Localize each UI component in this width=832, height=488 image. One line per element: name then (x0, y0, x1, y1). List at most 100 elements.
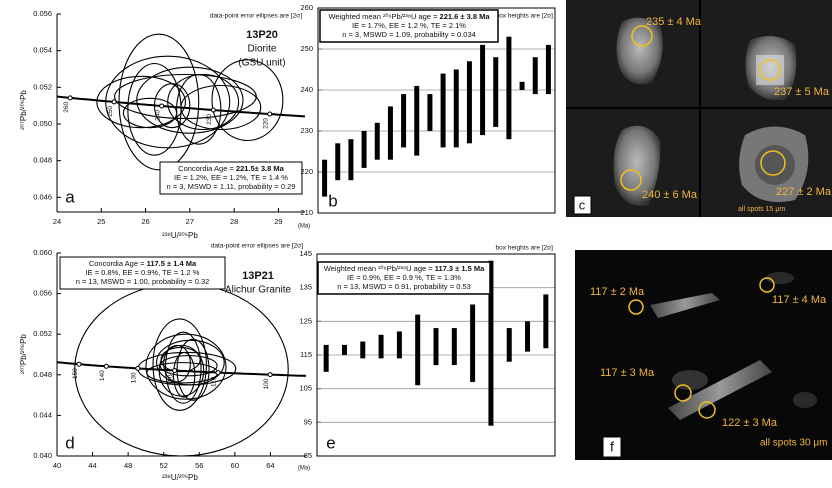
x-tick-label: 44 (88, 461, 96, 470)
age-box (324, 345, 329, 372)
stats-line: n = 3, MSWD = 1.09, probability = 0.034 (342, 30, 476, 39)
x-tick-label: 64 (266, 461, 274, 470)
y-tick-label: 0.056 (33, 9, 52, 18)
stats-line: n = 13, MSWD = 1.00, probability = 0.32 (76, 277, 210, 286)
concordia-age-tick (216, 371, 220, 375)
age-box (379, 335, 384, 359)
panel-letter: f (610, 439, 614, 455)
stats-line: n = 13, MSWD = 0.91, probability = 0.53 (337, 282, 471, 291)
x-tick-label: 40 (53, 461, 61, 470)
stats-line: IE = 0.9%, EE = 0.9 %, TE = 1.3% (347, 273, 461, 282)
sample-title: 13P21 (242, 270, 274, 282)
age-box (415, 315, 420, 386)
age-box (414, 86, 419, 156)
age-box (470, 305, 475, 382)
concordia-age-label: 150 (72, 368, 79, 379)
stats-line: IE = 1.2%, EE = 1.2%, TE = 1.4 % (174, 173, 288, 182)
y-tick-label: 240 (300, 85, 313, 94)
age-label: 240 ± 6 Ma (642, 189, 698, 201)
x-tick-label: 27 (186, 217, 194, 226)
y-tick-label: 0.052 (33, 329, 52, 338)
age-box (427, 94, 432, 131)
x-tick-label: 60 (231, 461, 239, 470)
stats-line: Concordia Age = 221.5± 3.8 Ma (178, 164, 284, 173)
error-ellipse (119, 34, 199, 170)
error-note: box heights are [2σ] (496, 245, 554, 252)
age-label: 227 ± 2 Ma (776, 186, 832, 198)
sample-title: (GSU unit) (238, 58, 285, 69)
age-box (388, 106, 393, 159)
y-tick-label: 125 (299, 316, 312, 325)
x-axis-label: ²³⁸U/²⁰⁶Pb (162, 473, 198, 482)
age-box (362, 131, 367, 168)
unit-label: (Ma) (298, 466, 310, 472)
y-tick-label: 0.056 (33, 289, 52, 298)
y-tick-label: 135 (299, 283, 312, 292)
stats-line: n = 3, MSWD = 1.11, probability = 0.29 (167, 182, 296, 191)
age-label: 122 ± 3 Ma (722, 417, 778, 429)
age-label: 117 ± 4 Ma (772, 294, 827, 306)
concordia-age-tick (136, 366, 140, 370)
stats-label: Concordia Age = (178, 164, 236, 173)
age-label: 117 ± 2 Ma (590, 286, 645, 298)
x-tick-label: 48 (124, 461, 132, 470)
y-axis-label: ²⁰⁷Pb/²⁰⁶Pb (19, 90, 28, 130)
concordia-age-label: 220 (262, 118, 269, 129)
age-box (546, 45, 551, 94)
concordia-age-label: 100 (263, 378, 270, 389)
y-tick-label: 210 (300, 208, 313, 217)
y-tick-label: 85 (304, 451, 312, 460)
concordia-age-tick (68, 96, 72, 100)
y-tick-label: 220 (300, 167, 313, 176)
y-tick-label: 0.040 (33, 451, 52, 460)
stats-label: Weighted mean ²⁰⁶Pb/²³⁸U age = (324, 264, 435, 273)
age-box (335, 143, 340, 180)
concordia-age-tick (268, 373, 272, 377)
panel-letter: e (326, 433, 335, 452)
age-box (348, 139, 353, 180)
age-box (322, 160, 327, 197)
concordia-age-tick (268, 112, 272, 116)
panel-letter: d (65, 433, 74, 452)
age-box (507, 328, 512, 362)
age-box (401, 94, 406, 147)
y-tick-label: 0.048 (33, 156, 52, 165)
panel-letter: c (579, 197, 586, 212)
x-tick-label: 25 (97, 217, 105, 226)
age-box (543, 294, 548, 348)
panel-letter: a (65, 187, 75, 206)
stats-value: 221.5± 3.8 Ma (236, 164, 285, 173)
age-box (506, 37, 511, 140)
stats-label: Weighted mean ²⁰⁶Pb/²³⁸U age = (328, 12, 439, 21)
concordia-age-label: 250 (107, 106, 114, 117)
y-tick-label: 250 (300, 44, 313, 53)
concordia-age-label: 140 (99, 370, 106, 381)
error-note: data-point error ellipses are [2σ] (210, 13, 302, 20)
concordia-age-tick (112, 100, 116, 104)
age-box (525, 321, 530, 351)
panel-letter: b (328, 191, 337, 210)
spot-note: all spots 15 μm (738, 206, 785, 213)
age-box (434, 328, 439, 365)
concordia-age-tick (173, 369, 177, 373)
error-note: data-point error ellipses are [2σ] (211, 243, 303, 250)
concordia-age-tick (211, 108, 215, 112)
x-tick-label: 29 (274, 217, 282, 226)
age-box (375, 123, 380, 160)
concordia-age-label: 130 (131, 372, 138, 383)
concordia-age-tick (160, 104, 164, 108)
error-ellipse (75, 283, 288, 456)
y-tick-label: 260 (300, 3, 313, 12)
y-tick-label: 0.046 (33, 192, 52, 201)
stats-value: 117.3 ± 1.5 Ma (435, 264, 485, 273)
error-ellipse (212, 60, 283, 141)
stats-line: IE = 1.7%, EE = 1.2 %, TE = 2.1% (352, 21, 466, 30)
age-box (480, 45, 485, 135)
stats-label: Concordia Age = (89, 259, 147, 268)
image-c: 235 ± 4 Ma 237 ± 5 Ma 240 ± 6 Ma 227 ± 2… (566, 0, 832, 217)
stats-value: 221.6 ± 3.8 Ma (440, 12, 491, 21)
x-tick-label: 26 (141, 217, 149, 226)
age-label: 235 ± 4 Ma (646, 16, 702, 28)
